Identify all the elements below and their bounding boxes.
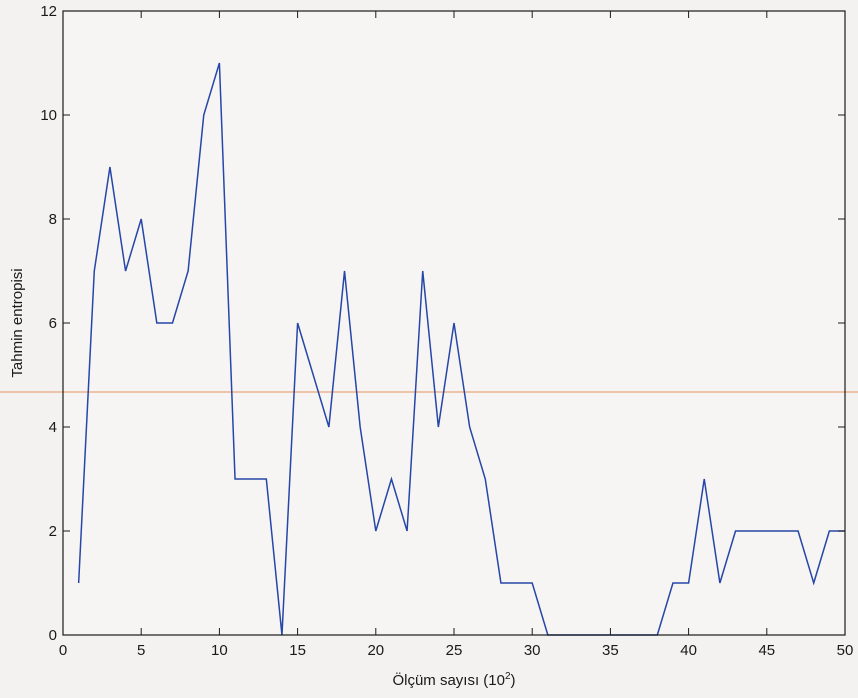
x-axis-label-suffix: ) <box>511 672 516 689</box>
x-axis-label: Ölçüm sayısı (102) <box>392 671 515 689</box>
x-tick-label: 15 <box>289 642 306 659</box>
series-line-0 <box>77 62 845 636</box>
y-tick-label: 6 <box>49 315 57 332</box>
x-tick-label: 25 <box>446 642 463 659</box>
x-tick-label: 20 <box>367 642 384 659</box>
x-axis: 0 5 10 15 20 25 30 35 40 45 50 <box>59 11 854 659</box>
y-tick-label: 4 <box>49 419 57 436</box>
x-tick-label: 5 <box>137 642 145 659</box>
y-axis: 0 2 4 6 8 10 12 <box>40 3 845 644</box>
x-tick-label: 40 <box>680 642 697 659</box>
x-tick-label: 35 <box>602 642 619 659</box>
y-tick-label: 0 <box>49 627 57 644</box>
y-tick-label: 8 <box>49 211 57 228</box>
y-tick-label: 2 <box>49 523 57 540</box>
x-tick-label: 50 <box>837 642 854 659</box>
y-tick-label: 10 <box>40 107 57 124</box>
x-tick-label: 10 <box>211 642 228 659</box>
series-layer <box>77 62 845 636</box>
x-tick-label: 45 <box>758 642 775 659</box>
x-axis-label-superscript: 2 <box>505 671 511 682</box>
x-tick-label: 0 <box>59 642 67 659</box>
x-tick-label: 30 <box>524 642 541 659</box>
y-tick-label: 12 <box>40 3 57 20</box>
y-axis-label: Tahmin entropisi <box>9 268 26 377</box>
x-axis-label-text: Ölçüm sayısı (10 <box>392 671 505 689</box>
